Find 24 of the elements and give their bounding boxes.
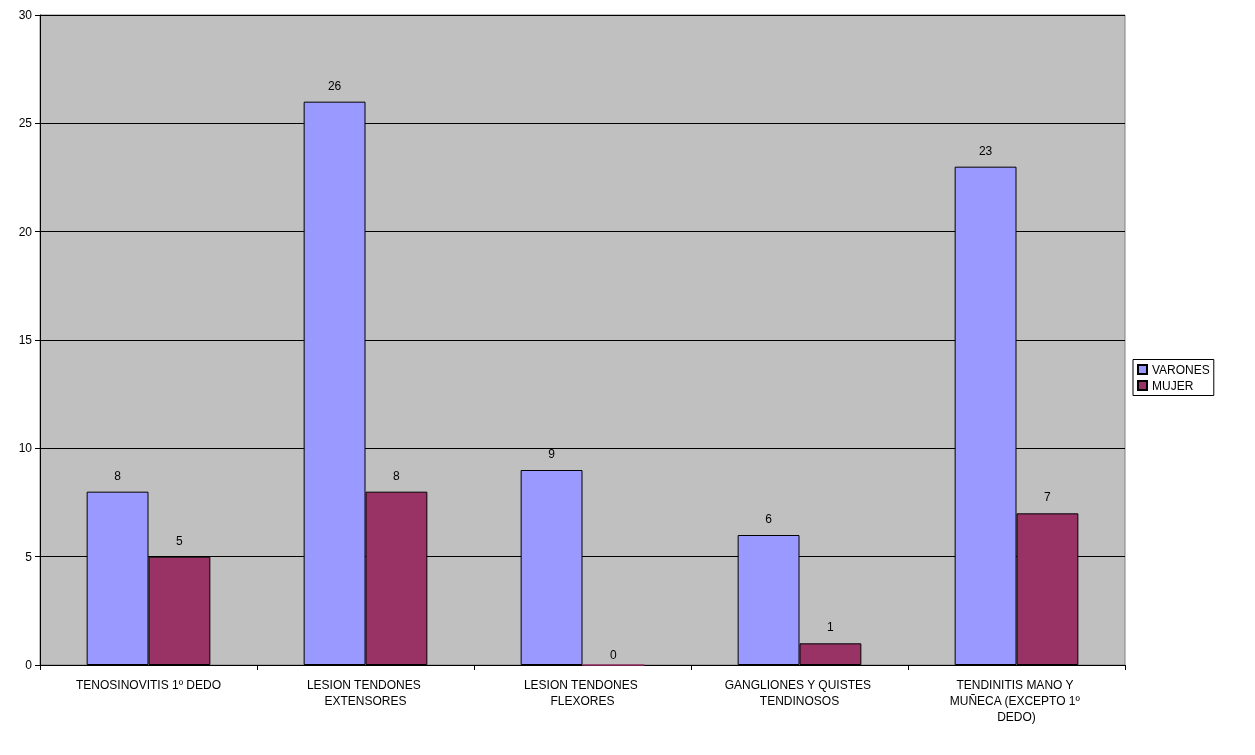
data-label: 1 bbox=[827, 620, 835, 635]
data-label: 0 bbox=[610, 647, 618, 662]
x-tick-label: TENDINITIS MANO Y MUÑECA (EXCEPTO 1º DEDO) bbox=[949, 678, 1084, 724]
data-label: 26 bbox=[327, 78, 342, 93]
y-tick-label: 30 bbox=[18, 8, 33, 22]
data-label: 8 bbox=[114, 468, 122, 483]
x-tick-label: LESION TENDONES EXTENSORES bbox=[306, 678, 425, 708]
data-label: 23 bbox=[978, 143, 993, 158]
data-label: 8 bbox=[393, 468, 401, 483]
data-label: 7 bbox=[1044, 490, 1052, 505]
x-tick-label: LESION TENDONES FLEXORES bbox=[523, 678, 642, 708]
y-tick-label: 0 bbox=[25, 658, 33, 672]
data-label: 6 bbox=[765, 512, 773, 526]
x-tick-label: TENOSINOVITIS 1º DEDO bbox=[75, 678, 222, 692]
y-tick-label: 25 bbox=[18, 116, 33, 131]
x-tick-label: GANGLIONES Y QUISTES TENDINOSOS bbox=[724, 678, 875, 708]
y-tick-label: 5 bbox=[25, 549, 33, 564]
y-tick-label: 10 bbox=[18, 441, 33, 456]
y-tick-label: 20 bbox=[18, 224, 33, 239]
legend-label: VARONES bbox=[1152, 362, 1210, 377]
legend-label: MUJER bbox=[1152, 378, 1194, 393]
data-label: 5 bbox=[176, 533, 184, 548]
y-tick-label: 15 bbox=[18, 333, 33, 347]
data-label: 9 bbox=[548, 447, 556, 461]
